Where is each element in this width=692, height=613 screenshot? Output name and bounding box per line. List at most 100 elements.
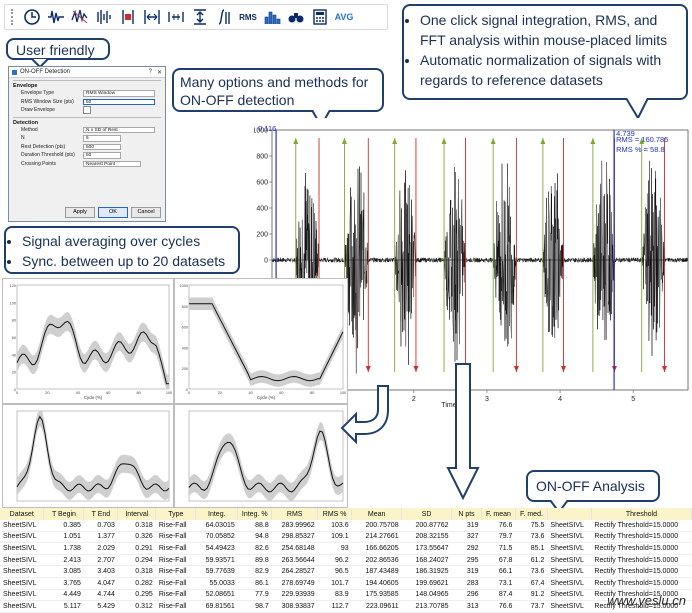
table-row[interactable]: SheetSIVL 1.051 1.377 0.326 Rise-Fall 70.0585… — [0, 531, 692, 544]
envelope-type-label: Envelope Type — [21, 90, 54, 97]
integrate-icon[interactable] — [214, 7, 234, 27]
duration-threshold-input[interactable]: 50 — [83, 152, 121, 159]
crossing-points-select[interactable]: Nearest Point — [83, 160, 141, 167]
table-cell: 86.1 — [237, 577, 272, 590]
mean-curve — [188, 430, 344, 493]
signal-icon[interactable] — [46, 7, 66, 27]
rest-detection-input[interactable]: 500 — [83, 143, 121, 150]
marker-red-icon[interactable] — [118, 7, 138, 27]
table-cell: 223.09611 — [351, 600, 402, 613]
table-header-cell[interactable]: F. med. — [515, 508, 548, 520]
table-header-cell[interactable]: Interval — [117, 508, 157, 520]
table-header-cell[interactable]: N pts — [451, 508, 482, 520]
table-cell: 54.49423 — [195, 542, 238, 555]
sd-band — [189, 422, 343, 501]
table-cell: Rectify Threshold=15.0000 — [591, 531, 692, 544]
table-row[interactable]: SheetSIVL 3.085 3.403 0.318 Rise-Fall 59.7763… — [0, 565, 692, 578]
y-tick-label: 0 — [14, 388, 16, 392]
table-header-cell[interactable]: Integ. — [195, 508, 239, 520]
x-tick-label: 40 — [248, 391, 252, 395]
table-cell: 70.05852 — [195, 531, 238, 544]
rms-window-label: RMS Window Size (pts) — [21, 98, 74, 105]
calculator-icon[interactable] — [310, 7, 330, 27]
rms-window-input[interactable]: 50 — [83, 98, 155, 105]
table-header-cell[interactable]: Threshold — [591, 508, 692, 520]
table-cell: 67.4 — [515, 577, 548, 590]
table-header-cell[interactable] — [547, 508, 592, 520]
callout-integration-list: One click signal integration, RMS, and F… — [408, 10, 680, 90]
bars-icon[interactable] — [94, 7, 114, 27]
callout-averaging-list: Signal averaging over cycles Sync. betwe… — [10, 231, 234, 271]
table-header-cell[interactable]: T Begin — [43, 508, 85, 520]
table-cell: SheetSIVL — [547, 600, 592, 613]
table-row[interactable]: SheetSIVL 3.765 4.047 0.282 Rise-Fall 55.0033… — [0, 577, 692, 590]
toolbar-grip[interactable] — [11, 9, 16, 25]
binoculars-icon[interactable] — [286, 7, 306, 27]
table-cell: 101.7 — [317, 577, 352, 590]
onset-arrow — [590, 138, 596, 144]
table-cell: 148.04965 — [401, 589, 452, 602]
up-down-arrows-icon[interactable] — [190, 7, 210, 27]
ok-button[interactable]: OK — [98, 207, 128, 218]
offset-arrow — [513, 366, 519, 372]
clock-icon[interactable] — [22, 7, 42, 27]
mean-curve — [16, 415, 170, 492]
table-row[interactable]: SheetSIVL 2.413 2.707 0.294 Rise-Fall 59.9357… — [0, 554, 692, 567]
table-cell: 93 — [317, 542, 352, 555]
table-header-cell[interactable]: SD — [401, 508, 453, 520]
table-header-cell[interactable]: Mean — [351, 508, 403, 520]
table-cell: 82.6 — [237, 542, 272, 555]
interval-icon[interactable] — [142, 7, 162, 27]
table-cell: SheetSIVL — [0, 565, 44, 578]
table-cell: 112.7 — [317, 600, 352, 613]
apply-button[interactable]: Apply — [65, 207, 95, 218]
table-header-cell[interactable]: F. mean — [481, 508, 516, 520]
table-cell: 77.9 — [237, 589, 272, 602]
table-header-cell[interactable]: RMS % — [317, 508, 353, 520]
table-row[interactable]: SheetSIVL 5.117 5.429 0.312 Rise-Fall 69.8156… — [0, 600, 692, 613]
table-cell: 64.03015 — [195, 520, 238, 532]
range-icon[interactable] — [166, 7, 186, 27]
mean-curve — [16, 320, 169, 385]
close-button[interactable]: ✕ — [156, 69, 162, 76]
watermark: www.yeslu.cn — [607, 593, 686, 608]
method-select[interactable]: N x SD of Rest — [83, 126, 155, 133]
y-tick-label: 600 — [182, 326, 188, 330]
help-button[interactable]: ? — [148, 69, 152, 75]
table-header-cell[interactable]: RMS — [271, 508, 319, 520]
table-cell: 168.24027 — [401, 554, 452, 567]
rms-button[interactable]: RMS — [238, 7, 258, 27]
table-cell: SheetSIVL — [0, 577, 44, 590]
table-cell: 73.1 — [481, 577, 516, 590]
callout-averaging-item-1: Signal averaging over cycles — [22, 231, 234, 251]
callout-integration-item-2: Automatic normalization of signals with … — [420, 50, 680, 90]
table-header-cell[interactable]: Integ. % — [237, 508, 273, 520]
dialog-titlebar[interactable]: ON-OFF Detection ? ✕ — [9, 67, 165, 78]
draw-envelope-checkbox[interactable] — [83, 106, 91, 115]
table-cell: 73.7 — [515, 600, 548, 613]
table-cell: 0.318 — [117, 520, 156, 532]
table-row[interactable]: SheetSIVL 1.738 2.029 0.291 Rise-Fall 54.4942… — [0, 542, 692, 555]
table-row[interactable]: SheetSIVL 4.449 4.744 0.295 Rise-Fall 52.0865… — [0, 589, 692, 602]
table-cell: SheetSIVL — [547, 565, 592, 578]
x-tick-label: 2 — [412, 396, 416, 403]
onoff-detection-dialog: ON-OFF Detection ? ✕ Envelope Envelope T… — [8, 66, 166, 222]
table-header-cell[interactable]: T End — [83, 508, 119, 520]
table-cell: 327 — [451, 531, 482, 544]
chart-frame — [16, 410, 170, 502]
table-header-cell[interactable]: Type — [155, 508, 197, 520]
envelope-type-select[interactable]: RMS Window — [83, 90, 155, 97]
wave-compare-icon[interactable] — [70, 7, 90, 27]
table-row[interactable]: SheetSIVL 0.385 0.703 0.318 Rise-Fall 64.0301… — [0, 520, 692, 532]
emg-signal-trace — [271, 160, 689, 374]
n-input[interactable]: 5 — [83, 135, 121, 142]
histogram-icon[interactable] — [262, 7, 282, 27]
table-cell: 283 — [451, 577, 482, 590]
x-tick-label: 5 — [631, 396, 635, 403]
cancel-button[interactable]: Cancel — [131, 207, 161, 218]
table-cell: 194.40605 — [351, 577, 402, 590]
table-cell: 52.08651 — [195, 589, 238, 602]
avg-button[interactable]: AVG — [334, 7, 354, 27]
right-cursor-label: 4.739 — [616, 129, 635, 138]
table-header-cell[interactable]: Dataset — [0, 508, 45, 520]
